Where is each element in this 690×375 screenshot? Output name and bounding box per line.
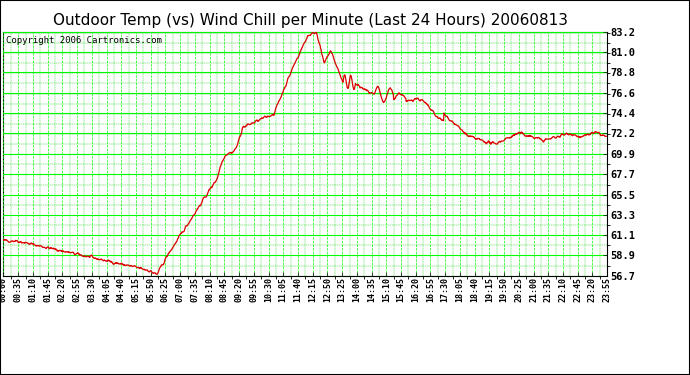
Text: Outdoor Temp (vs) Wind Chill per Minute (Last 24 Hours) 20060813: Outdoor Temp (vs) Wind Chill per Minute …: [53, 13, 568, 28]
Text: Copyright 2006 Cartronics.com: Copyright 2006 Cartronics.com: [6, 36, 162, 45]
